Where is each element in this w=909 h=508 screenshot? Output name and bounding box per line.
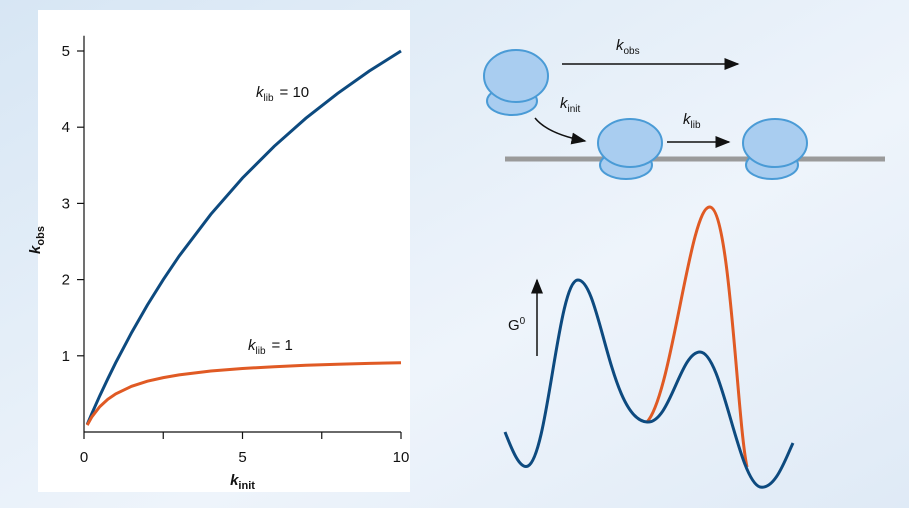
subscript: lib xyxy=(264,93,274,104)
y-tick-label: 3 xyxy=(62,195,70,212)
y-tick-label: 1 xyxy=(62,348,70,365)
x-tick-label: 0 xyxy=(80,449,88,466)
subscript: init xyxy=(238,480,255,492)
ribosome-large xyxy=(598,119,662,167)
subscript: init xyxy=(568,104,581,115)
superscript: 0 xyxy=(520,316,526,327)
subscript: lib xyxy=(256,346,266,357)
y-tick-label: 5 xyxy=(62,43,70,60)
subscript: obs xyxy=(35,226,47,246)
x-tick-label: 5 xyxy=(238,449,246,466)
label-text: = 10 xyxy=(280,84,310,101)
subscript: lib xyxy=(691,120,701,131)
label-text: = 1 xyxy=(272,337,293,354)
symbol: G xyxy=(508,317,520,334)
x-tick-label: 10 xyxy=(393,449,410,466)
y-tick-label: 2 xyxy=(62,272,70,289)
subscript: obs xyxy=(624,46,640,57)
ribosome-large xyxy=(743,119,807,167)
y-tick-label: 4 xyxy=(62,119,70,136)
figure: 123450510kinitkobsklib= 10klib= 1 kobs k… xyxy=(0,0,909,508)
ribosome-large xyxy=(484,50,548,102)
